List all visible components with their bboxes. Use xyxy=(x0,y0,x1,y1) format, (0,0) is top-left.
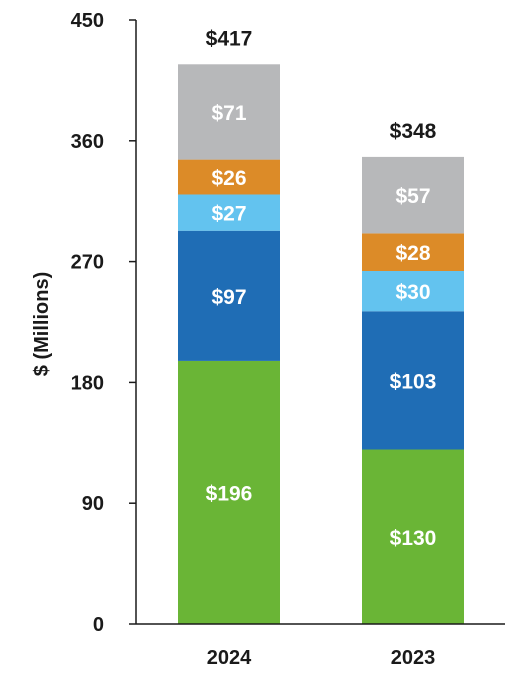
segment-value-label: $57 xyxy=(395,185,430,208)
bar-segment xyxy=(178,360,280,624)
y-tick-label: 360 xyxy=(71,131,104,153)
x-category-label: 2024 xyxy=(207,647,252,669)
bar-segment xyxy=(362,233,464,271)
segment-value-label: $28 xyxy=(395,242,430,265)
segment-value-label: $26 xyxy=(211,167,246,190)
total-value-label: $417 xyxy=(206,27,253,50)
y-tick-label: 0 xyxy=(93,614,104,636)
bars-group: $196 $97 $27 $26 $71 $417 $130 $103 $30 $28 $57 $34… xyxy=(178,27,464,624)
bar-segment xyxy=(362,311,464,450)
y-tick-label: 180 xyxy=(71,372,104,394)
segment-value-label: $27 xyxy=(211,203,246,226)
segment-value-label: $71 xyxy=(211,102,246,125)
segment-value-label: $97 xyxy=(211,286,246,309)
axes-group xyxy=(135,20,505,625)
bar-segment xyxy=(178,159,280,195)
segment-value-label: $130 xyxy=(390,527,437,550)
y-ticks-group: 0 90 180 270 360 450 xyxy=(71,10,136,636)
bar-segment xyxy=(362,449,464,624)
bar-segment xyxy=(178,64,280,160)
segment-value-label: $103 xyxy=(390,370,437,393)
y-tick-label: 270 xyxy=(71,252,104,274)
y-tick-label: 450 xyxy=(71,10,104,32)
segment-value-label: $196 xyxy=(206,482,253,505)
bar-segment xyxy=(362,156,464,234)
total-value-label: $348 xyxy=(390,120,437,143)
bar-segment xyxy=(178,194,280,231)
segment-value-label: $30 xyxy=(395,281,430,304)
bar-segment xyxy=(178,230,280,361)
x-labels-group: 2024 2023 xyxy=(207,647,436,669)
x-category-label: 2023 xyxy=(391,647,436,669)
y-tick-label: 90 xyxy=(82,493,104,515)
bar-segment xyxy=(362,270,464,312)
y-axis-title: $ (Millions) xyxy=(31,272,53,376)
